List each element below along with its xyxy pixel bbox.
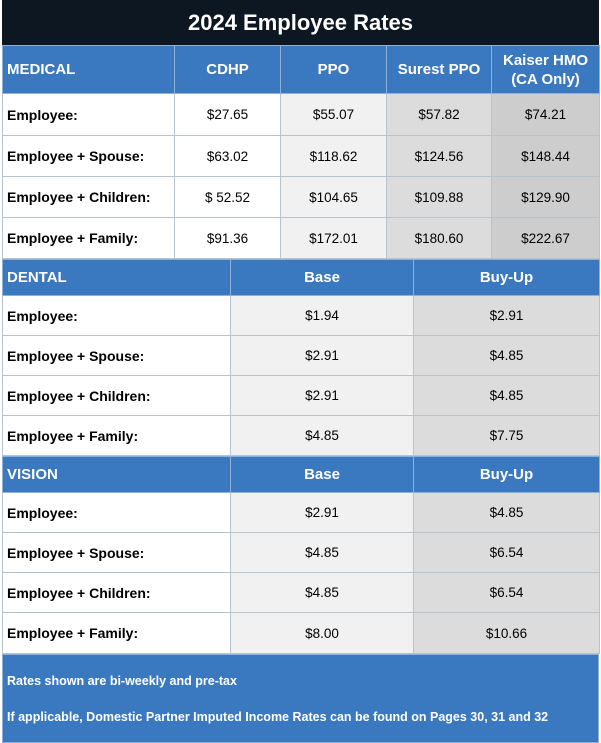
rate-cell: $124.56	[386, 135, 492, 177]
rate-cell: $109.88	[386, 176, 492, 218]
table-row: Employee: $1.94 $2.91	[2, 295, 600, 336]
rate-cell: $4.85	[413, 375, 600, 416]
rate-cell: $2.91	[230, 492, 414, 533]
column-header-kaiser-hmo: Kaiser HMO (CA Only)	[491, 45, 600, 94]
rate-cell: $6.54	[413, 572, 600, 613]
kaiser-hmo-label: Kaiser HMO	[502, 51, 589, 69]
rate-cell: $129.90	[491, 176, 600, 218]
rate-cell: $ 52.52	[174, 176, 281, 218]
rate-cell: $55.07	[280, 93, 387, 136]
rate-cell: $8.00	[230, 612, 414, 654]
row-label: Employee + Spouse:	[2, 532, 231, 573]
table-row: Employee + Children: $ 52.52 $104.65 $10…	[2, 176, 600, 218]
rate-cell: $57.82	[386, 93, 492, 136]
rate-cell: $4.85	[230, 572, 414, 613]
footnote-rates: Rates shown are bi-weekly and pre-tax	[7, 674, 237, 688]
section-title-vision: VISION	[2, 456, 231, 493]
row-label: Employee + Family:	[2, 217, 175, 259]
column-header-base: Base	[230, 456, 414, 493]
column-header-surest-ppo: Surest PPO	[386, 45, 492, 94]
rate-cell: $63.02	[174, 135, 281, 177]
table-row: Employee + Family: $91.36 $172.01 $180.6…	[2, 217, 600, 259]
row-label: Employee + Family:	[2, 415, 231, 456]
rate-cell: $222.67	[491, 217, 600, 259]
row-label: Employee:	[2, 295, 231, 336]
rate-cell: $4.85	[230, 532, 414, 573]
footnote-domestic-partner: If applicable, Domestic Partner Imputed …	[7, 710, 549, 724]
column-header-buy-up: Buy-Up	[413, 456, 600, 493]
vision-table: VISION Base Buy-Up Employee: $2.91 $4.85…	[2, 456, 600, 654]
rate-cell: $27.65	[174, 93, 281, 136]
table-row: Employee + Children: $4.85 $6.54	[2, 572, 600, 613]
page-title: 2024 Employee Rates	[2, 0, 599, 45]
rate-cell: $1.94	[230, 295, 414, 336]
dental-header-row: DENTAL Base Buy-Up	[2, 259, 600, 296]
rate-cell: $74.21	[491, 93, 600, 136]
row-label: Employee + Spouse:	[2, 335, 231, 376]
section-title-medical: MEDICAL	[2, 45, 175, 94]
rate-cell: $91.36	[174, 217, 281, 259]
rate-cell: $118.62	[280, 135, 387, 177]
table-row: Employee + Children: $2.91 $4.85	[2, 375, 600, 416]
row-label: Employee:	[2, 492, 231, 533]
table-row: Employee + Spouse: $4.85 $6.54	[2, 532, 600, 573]
medical-header-row: MEDICAL CDHP PPO Surest PPO Kaiser HMO (C…	[2, 45, 600, 94]
rate-cell: $10.66	[413, 612, 600, 654]
column-header-base: Base	[230, 259, 414, 296]
row-label: Employee + Children:	[2, 572, 231, 613]
rate-cell: $148.44	[491, 135, 600, 177]
rate-cell: $104.65	[280, 176, 387, 218]
table-row: Employee + Spouse: $63.02 $118.62 $124.5…	[2, 135, 600, 177]
table-row: Employee + Family: $8.00 $10.66	[2, 612, 600, 654]
column-header-buy-up: Buy-Up	[413, 259, 600, 296]
rate-cell: $2.91	[413, 295, 600, 336]
table-row: Employee + Family: $4.85 $7.75	[2, 415, 600, 456]
row-label: Employee + Spouse:	[2, 135, 175, 177]
table-row: Employee: $2.91 $4.85	[2, 492, 600, 533]
rate-cell: $7.75	[413, 415, 600, 456]
rate-cell: $180.60	[386, 217, 492, 259]
rate-cell: $2.91	[230, 335, 414, 376]
rate-cell: $172.01	[280, 217, 387, 259]
rate-cell: $2.91	[230, 375, 414, 416]
dental-table: DENTAL Base Buy-Up Employee: $1.94 $2.91…	[2, 259, 600, 456]
row-label: Employee + Children:	[2, 176, 175, 218]
kaiser-ca-only-label: (CA Only)	[511, 70, 580, 88]
row-label: Employee + Children:	[2, 375, 231, 416]
column-header-cdhp: CDHP	[174, 45, 281, 94]
rate-cell: $6.54	[413, 532, 600, 573]
section-title-dental: DENTAL	[2, 259, 231, 296]
table-row: Employee + Spouse: $2.91 $4.85	[2, 335, 600, 376]
table-row: Employee: $27.65 $55.07 $57.82 $74.21	[2, 93, 600, 136]
rate-cell: $4.85	[413, 335, 600, 376]
row-label: Employee + Family:	[2, 612, 231, 654]
medical-table: MEDICAL CDHP PPO Surest PPO Kaiser HMO (C…	[2, 45, 600, 259]
rate-cell: $4.85	[413, 492, 600, 533]
vision-header-row: VISION Base Buy-Up	[2, 456, 600, 493]
footer-notes: Rates shown are bi-weekly and pre-tax If…	[2, 654, 599, 743]
column-header-ppo: PPO	[280, 45, 387, 94]
row-label: Employee:	[2, 93, 175, 136]
rate-cell: $4.85	[230, 415, 414, 456]
